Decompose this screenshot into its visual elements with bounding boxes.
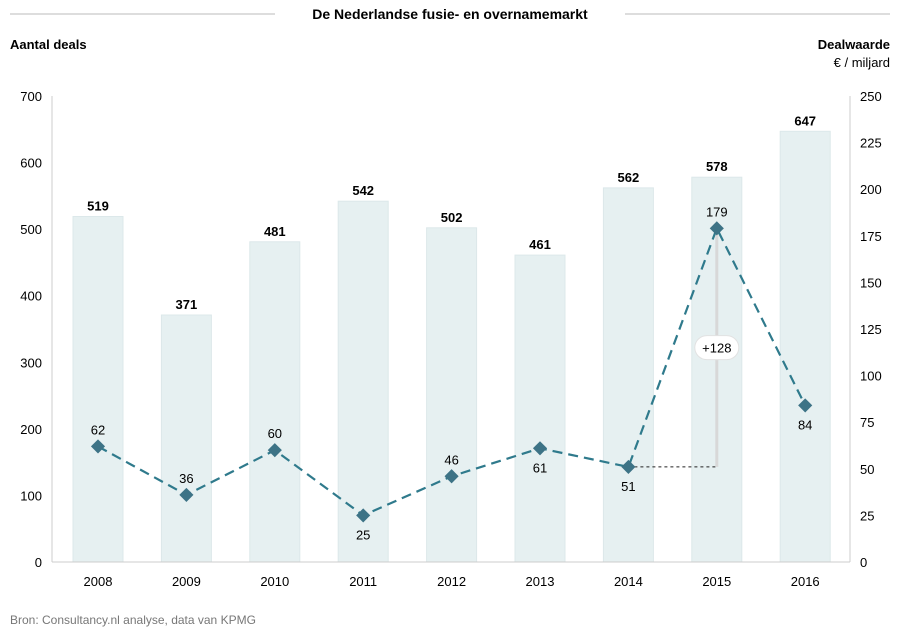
left-tick-label: 500 bbox=[20, 222, 42, 237]
right-tick-label: 75 bbox=[860, 415, 874, 430]
line-marker bbox=[532, 441, 548, 456]
right-tick-label: 175 bbox=[860, 229, 882, 244]
line-value-label: 51 bbox=[621, 479, 635, 494]
left-tick-label: 200 bbox=[20, 422, 42, 437]
annotation-pill bbox=[694, 335, 740, 361]
x-tick-label: 2013 bbox=[526, 574, 555, 589]
right-axis-label: Dealwaarde bbox=[818, 37, 890, 52]
bar-label: 647 bbox=[794, 113, 816, 128]
line-value-label: 25 bbox=[356, 527, 370, 542]
bar bbox=[779, 130, 831, 563]
bar bbox=[160, 314, 212, 563]
source-note: Bron: Consultancy.nl analyse, data van K… bbox=[10, 613, 256, 627]
right-tick-label: 250 bbox=[860, 89, 882, 104]
line-marker bbox=[267, 443, 282, 458]
bar-label: 578 bbox=[706, 159, 728, 174]
chart-title: De Nederlandse fusie- en overnamemarkt bbox=[312, 6, 588, 22]
left-tick-label: 100 bbox=[20, 488, 42, 503]
right-axis-unit: € / miljard bbox=[834, 55, 890, 70]
right-tick-label: 0 bbox=[860, 555, 867, 570]
bar bbox=[426, 227, 478, 563]
line-marker bbox=[444, 469, 459, 484]
right-tick-label: 150 bbox=[860, 275, 882, 290]
annotation-label: +128 bbox=[702, 341, 731, 356]
line-value-label: 60 bbox=[268, 426, 282, 441]
line-value-label: 62 bbox=[91, 422, 105, 437]
left-tick-label: 300 bbox=[20, 355, 42, 370]
bar bbox=[602, 187, 654, 563]
bar bbox=[337, 200, 389, 563]
line-value-label: 84 bbox=[798, 417, 812, 432]
x-tick-label: 2015 bbox=[702, 574, 731, 589]
x-tick-label: 2012 bbox=[437, 574, 466, 589]
right-tick-label: 200 bbox=[860, 182, 882, 197]
x-tick-label: 2011 bbox=[349, 574, 377, 589]
bar bbox=[249, 241, 301, 563]
line-marker bbox=[179, 487, 194, 502]
bar-label: 461 bbox=[529, 237, 551, 252]
line-marker bbox=[90, 439, 106, 454]
bar bbox=[514, 254, 566, 563]
x-tick-label: 2014 bbox=[614, 574, 643, 589]
line-marker bbox=[356, 508, 371, 523]
x-tick-label: 2008 bbox=[84, 574, 113, 589]
bar-label: 481 bbox=[264, 224, 286, 239]
right-tick-label: 50 bbox=[860, 462, 874, 477]
line-value-label: 46 bbox=[444, 452, 458, 467]
left-tick-label: 600 bbox=[20, 156, 42, 171]
line-value-label: 36 bbox=[179, 471, 193, 486]
right-tick-label: 100 bbox=[860, 369, 882, 384]
bar-label: 519 bbox=[87, 198, 109, 213]
bar-label: 542 bbox=[352, 183, 374, 198]
bar-label: 371 bbox=[176, 297, 198, 312]
left-tick-label: 400 bbox=[20, 289, 42, 304]
bar-label: 562 bbox=[618, 170, 640, 185]
line-marker bbox=[709, 221, 724, 236]
x-tick-label: 2010 bbox=[260, 574, 289, 589]
line-value-label: 61 bbox=[533, 460, 547, 475]
line-marker bbox=[798, 398, 813, 413]
bar-label: 502 bbox=[441, 210, 463, 225]
left-tick-label: 700 bbox=[20, 89, 42, 104]
line-marker bbox=[621, 459, 636, 475]
right-tick-label: 25 bbox=[860, 508, 874, 523]
bar bbox=[72, 215, 124, 563]
left-tick-label: 0 bbox=[35, 555, 42, 570]
left-axis-label: Aantal deals bbox=[10, 37, 87, 52]
line-value-label: 179 bbox=[706, 204, 728, 219]
right-tick-label: 225 bbox=[860, 136, 882, 151]
x-tick-label: 2009 bbox=[172, 574, 201, 589]
x-tick-label: 2016 bbox=[791, 574, 820, 589]
right-tick-label: 125 bbox=[860, 322, 882, 337]
